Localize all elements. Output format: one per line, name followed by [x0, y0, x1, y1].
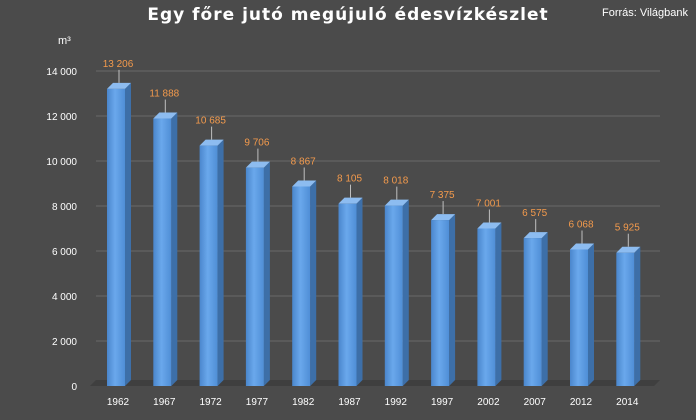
data-label: 5 925 — [615, 223, 640, 234]
chart-source: Forrás: Világbank — [602, 7, 689, 19]
bar — [199, 145, 218, 386]
data-label: 6 575 — [522, 208, 547, 219]
data-label: 7 001 — [476, 198, 501, 209]
x-tick-label: 1972 — [199, 397, 222, 408]
bar — [153, 118, 172, 387]
x-tick-label: 2002 — [477, 397, 500, 408]
data-label: 8 867 — [291, 156, 316, 167]
data-label: 8 105 — [337, 174, 362, 185]
bar-top — [431, 214, 456, 221]
data-labels: 13 206 11 888 10 685 9 706 8 867 8 105 8 018 7 … — [103, 59, 640, 247]
bar — [477, 228, 496, 386]
bar-side — [402, 199, 409, 386]
bar-top — [477, 222, 502, 229]
bar-top — [245, 161, 270, 168]
data-label: 10 685 — [195, 116, 226, 127]
x-axis-ticks: 1962 1967 1972 1977 1982 1987 1992 1997 2002 2007… — [107, 397, 639, 408]
bar-side — [449, 214, 456, 386]
bar-top — [338, 197, 363, 204]
data-label: 8 018 — [383, 176, 408, 187]
data-label: 7 375 — [430, 190, 455, 201]
y-tick-label: 12 000 — [46, 112, 77, 123]
y-axis-unit: m³ — [58, 35, 71, 47]
data-label: 11 888 — [149, 89, 179, 100]
data-label: 9 706 — [244, 138, 269, 149]
bar — [431, 220, 450, 386]
bar — [570, 249, 588, 386]
x-tick-label: 1992 — [385, 397, 408, 408]
x-tick-label: 1997 — [431, 397, 454, 408]
floor-plane — [90, 380, 660, 386]
bar-top — [199, 139, 224, 146]
y-tick-label: 0 — [71, 382, 77, 393]
bar — [245, 167, 264, 386]
bar-side — [310, 180, 317, 386]
bar — [523, 238, 542, 386]
data-label: 6 068 — [568, 219, 593, 230]
bar-side — [495, 222, 502, 386]
gridlines — [96, 70, 660, 342]
bar-side — [356, 197, 363, 386]
bar-top — [384, 199, 409, 206]
bar-top — [153, 112, 178, 119]
x-tick-label: 1967 — [153, 397, 176, 408]
bar-top — [570, 243, 594, 250]
bar-top — [616, 246, 641, 253]
chart-floor — [90, 380, 660, 386]
bar-side — [541, 232, 548, 386]
y-tick-label: 14 000 — [46, 67, 77, 78]
x-tick-label: 2014 — [616, 397, 639, 408]
x-tick-label: 1962 — [107, 397, 130, 408]
chart-title: Egy főre jutó megújuló édesvízkészlet — [147, 5, 548, 25]
x-tick-label: 2007 — [524, 397, 547, 408]
y-axis-ticks: 0 2 000 4 000 6 000 8 000 10 000 12 000 14 000 — [46, 67, 77, 393]
x-tick-label: 1987 — [338, 397, 361, 408]
y-tick-label: 2 000 — [52, 337, 77, 348]
x-tick-label: 1982 — [292, 397, 315, 408]
bar-side — [263, 161, 270, 386]
y-tick-label: 4 000 — [52, 292, 77, 303]
bar-top — [523, 232, 548, 239]
y-tick-label: 6 000 — [52, 247, 77, 258]
y-tick-label: 8 000 — [52, 202, 77, 213]
bar — [338, 203, 357, 386]
bar-side — [125, 82, 131, 387]
bars — [107, 82, 641, 387]
y-tick-label: 10 000 — [46, 157, 77, 168]
x-tick-label: 1977 — [246, 397, 269, 408]
bar-side — [171, 112, 178, 387]
bar — [107, 88, 125, 387]
bar-side — [588, 243, 594, 386]
bar — [616, 252, 635, 386]
bar-top — [107, 82, 131, 89]
data-label: 13 206 — [103, 59, 134, 70]
bar-side — [217, 139, 224, 386]
bar — [292, 186, 311, 386]
bar-top — [292, 180, 317, 187]
bar — [384, 205, 403, 386]
bar-side — [634, 246, 641, 386]
x-tick-label: 2012 — [570, 397, 593, 408]
